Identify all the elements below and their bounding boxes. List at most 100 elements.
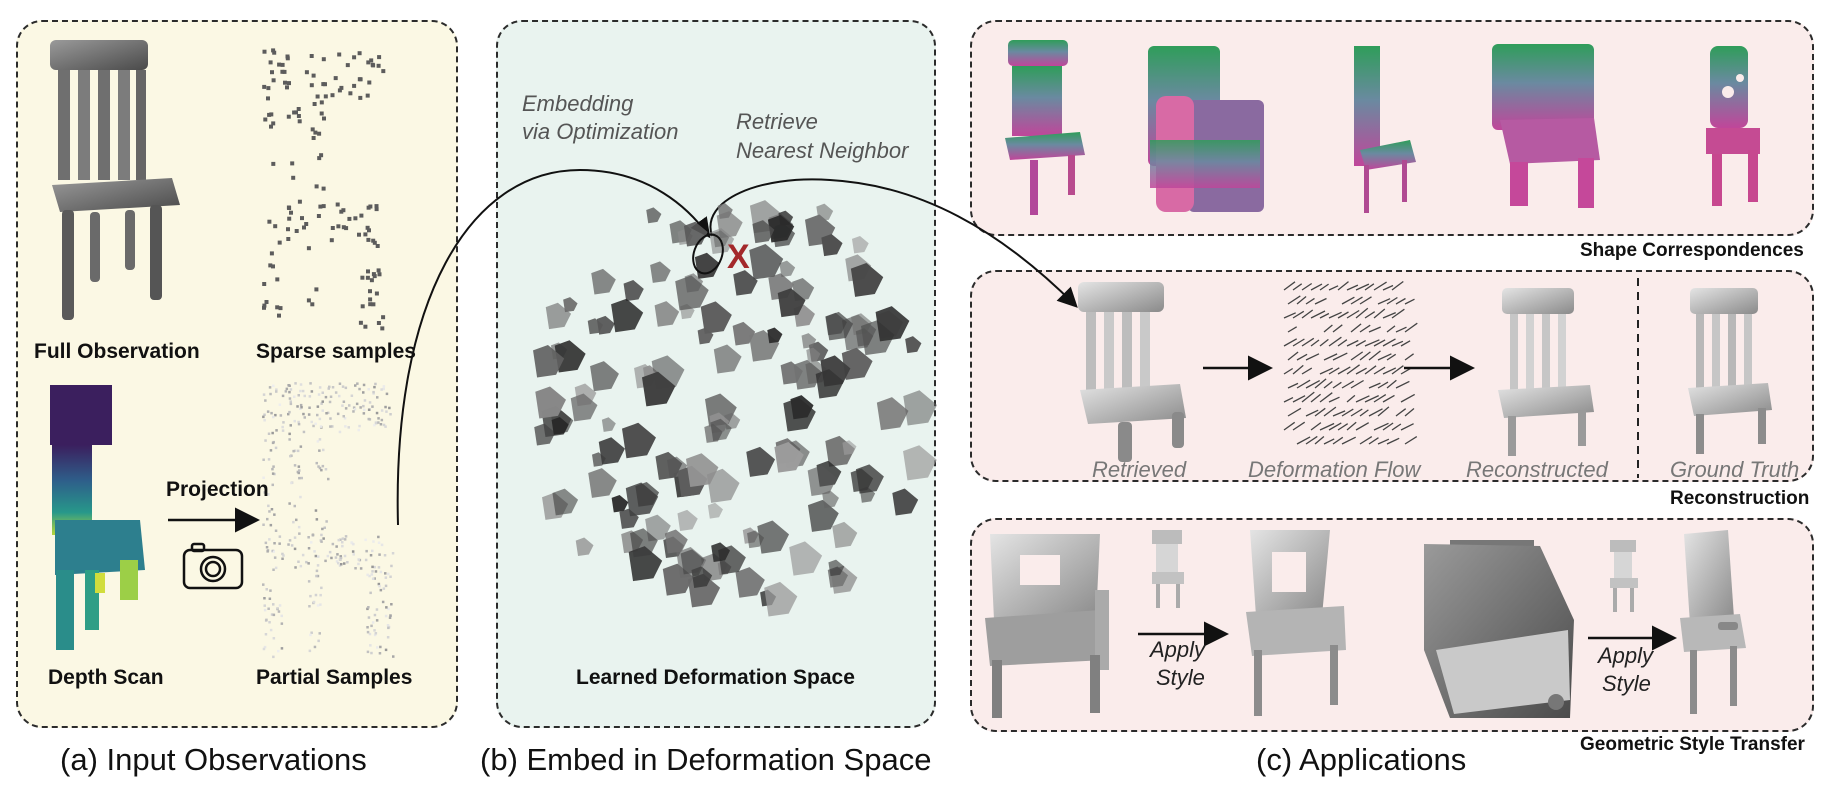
partial-sample-point [373,565,376,569]
sample-point [277,313,281,318]
partial-sample-point [307,413,311,416]
partial-sample-point [378,584,381,588]
partial-sample-point [363,408,366,412]
sample-point [296,114,301,118]
partial-sample-point [270,613,274,616]
partial-sample-point [388,616,392,619]
flow-vector [1319,392,1333,403]
partial-sample-point [386,636,390,639]
partial-sample-point [366,630,370,634]
partial-sample-point [299,389,302,393]
partial-sample-point [324,395,328,399]
partial-sample-point [268,386,272,389]
panel-style-transfer [970,518,1814,732]
partial-sample-point [302,412,305,416]
label-deformation-flow: Deformation Flow [1248,457,1421,482]
partial-sample-point [320,533,323,537]
flow-vector [1337,423,1349,431]
sample-point [337,88,342,93]
sample-point [277,240,282,245]
partial-sample-point [287,412,290,416]
embedded-chair-thumbnail [821,233,843,257]
flow-vector [1305,297,1315,305]
partial-sample-point [365,549,368,553]
partial-sample-point [359,406,362,409]
flow-vector [1377,381,1389,389]
partial-sample-point [274,566,278,570]
label-embedding-line1: Embedding [522,91,634,116]
embedded-chair-thumbnail [733,270,758,296]
flow-vector [1310,339,1320,347]
partial-sample-point [272,384,275,388]
sample-point [369,58,374,63]
sample-point [294,229,299,233]
partial-sample-point [319,603,322,606]
partial-sample-point [273,513,276,516]
flow-vector [1287,382,1299,389]
embedded-chair-thumbnail [764,581,798,617]
sample-point [360,275,365,280]
sample-point [291,175,296,180]
flow-vector [1301,391,1315,403]
partial-sample-point [270,508,274,511]
flow-vector [1283,338,1298,347]
sample-point [348,91,353,96]
sample-point [285,54,290,59]
partial-sample-point [274,413,277,417]
partial-sample-point [379,423,383,426]
embedded-chair-thumbnail [587,318,604,335]
partial-sample-point [279,414,283,417]
partial-sample-point [281,429,285,432]
partial-sample-point [364,538,367,542]
flow-vector [1319,338,1329,347]
flow-vector [1337,311,1349,319]
partial-sample-point [292,520,295,524]
sample-point [311,73,316,78]
partial-sample-point [348,404,351,407]
partial-sample-point [314,422,317,426]
partial-sample-point [373,577,376,580]
partial-sample-point [266,550,269,553]
embedded-chair-thumbnail [700,301,732,334]
partial-sample-point [330,556,333,560]
sample-point [268,263,273,268]
partial-sample-point [341,385,345,388]
partial-sample-point [277,649,280,653]
flow-vector [1368,437,1379,445]
partial-sample-point [343,562,346,565]
partial-sample-point [334,556,338,559]
partial-sample-point [317,393,321,396]
partial-sample-point [344,425,347,428]
partial-sample-point [317,639,320,643]
sample-point [311,136,316,140]
partial-sample-point [280,614,283,618]
flow-vector [1364,283,1375,291]
sample-point [371,272,376,277]
partial-sample-point [269,392,272,396]
sample-point [304,70,309,75]
retrieve-arrow [709,178,1078,308]
partial-sample-point [263,597,266,600]
flow-vector [1341,436,1356,445]
partial-sample-point [263,645,267,649]
sample-point [372,240,377,245]
partial-sample-point [379,645,382,649]
partial-sample-point [312,600,316,604]
sample-point [271,121,276,126]
flow-vector [1287,407,1302,417]
correspondence-chairs [1005,40,1760,215]
partial-sample-point [266,517,269,521]
partial-sample-point [377,421,380,424]
sample-point [321,82,326,87]
partial-sample-point [298,476,301,480]
embedded-chair-thumbnail [677,509,698,531]
depth-scan-image [50,385,145,650]
partial-sample-point [366,626,369,629]
partial-sample-point [270,411,273,415]
partial-sample-point [371,621,375,624]
flow-vector [1355,340,1367,347]
sample-point [297,119,302,124]
partial-sample-point [374,382,377,386]
partial-sample-point [293,504,296,508]
